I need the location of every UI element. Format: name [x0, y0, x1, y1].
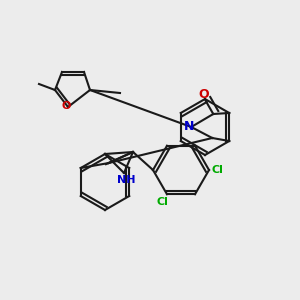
Text: O: O: [61, 101, 71, 111]
Text: Cl: Cl: [156, 197, 168, 207]
Text: Cl: Cl: [211, 165, 223, 175]
Text: NH: NH: [117, 175, 135, 185]
Text: N: N: [184, 121, 194, 134]
Text: O: O: [198, 88, 208, 101]
